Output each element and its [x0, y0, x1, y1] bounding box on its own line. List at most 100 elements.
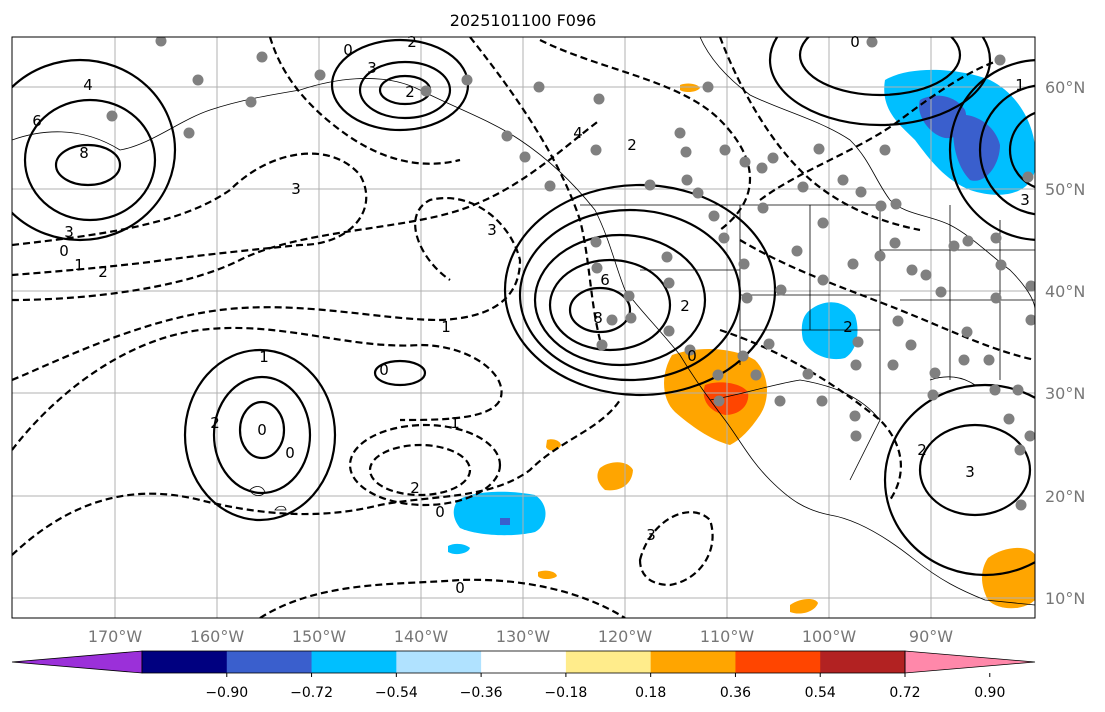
lon-tick-label: 120°W — [598, 627, 653, 646]
station-marker — [738, 258, 750, 270]
dashed-contour-1 — [12, 152, 368, 277]
station-marker — [756, 162, 768, 174]
station-marker — [692, 187, 704, 199]
station-marker — [155, 37, 167, 47]
contour-label: 4 — [573, 124, 583, 142]
strong-negative-anomaly-east — [953, 114, 1000, 181]
colorbar-segment — [481, 651, 567, 673]
lat-tick-label: 50°N — [1045, 180, 1085, 199]
station-marker — [590, 236, 602, 248]
colorbar-tick-label: −0.72 — [290, 685, 333, 701]
colorbar-segment — [565, 651, 652, 673]
contour-label: 1 — [259, 348, 269, 366]
station-marker — [593, 93, 605, 105]
station-marker — [879, 144, 891, 156]
lon-tick-label: 160°W — [190, 627, 245, 646]
station-marker — [684, 344, 696, 356]
contour-label: 2 — [405, 83, 415, 101]
colorbar-segment — [311, 651, 397, 673]
positive-anomaly-central-america — [982, 547, 1035, 609]
contour-label: 4 — [83, 76, 93, 94]
contour-label: 1 — [450, 414, 460, 432]
station-marker — [774, 395, 786, 407]
colorbar-tick-label: 0.90 — [974, 685, 1005, 701]
contour-label: 3 — [965, 463, 975, 481]
contours-solid — [12, 37, 1035, 577]
station-marker — [712, 369, 724, 381]
contour-west-low-3 — [54, 143, 122, 187]
station-marker — [644, 179, 656, 191]
contour-east-2 — [978, 84, 1035, 216]
lat-tick-label: 20°N — [1045, 487, 1085, 506]
station-marker — [183, 127, 195, 139]
dashed-contour-2 — [12, 119, 601, 302]
lon-tick-label: 140°W — [394, 627, 449, 646]
station-marker — [850, 430, 862, 442]
dashed-contour-14 — [759, 58, 1001, 201]
station-marker — [106, 110, 118, 122]
station-marker — [847, 258, 859, 270]
contour-north-1 — [768, 37, 992, 127]
contour-southeast-1 — [883, 383, 1035, 577]
contour-label: 0 — [455, 579, 465, 597]
contour-southeast-2 — [918, 423, 1032, 517]
station-marker — [906, 264, 918, 276]
lat-tick-label: 10°N — [1045, 589, 1085, 608]
station-marker — [817, 274, 829, 286]
contour-label: 0 — [435, 503, 445, 521]
longitude-tick-labels: 170°W 160°W 150°W 140°W 130°W 120°W 110°W 100°W… — [88, 627, 953, 646]
station-marker — [797, 181, 809, 193]
station-marker — [920, 269, 932, 281]
dashed-contour-8 — [259, 578, 626, 618]
colorbar — [11, 650, 1036, 674]
contour-west-low-1 — [12, 58, 177, 242]
station-marker — [591, 262, 603, 274]
contour-label: 2 — [627, 136, 637, 154]
contour-label: 0 — [343, 41, 353, 59]
station-marker — [813, 143, 825, 155]
contour-north-2 — [798, 37, 962, 97]
colorbar-tick-label: 0.72 — [889, 685, 920, 701]
station-marker — [855, 186, 867, 198]
contours-dashed — [12, 37, 1035, 618]
station-marker — [763, 338, 775, 350]
station-marker — [245, 96, 257, 108]
dashed-contour-3 — [12, 197, 522, 382]
station-marker — [816, 395, 828, 407]
colorbar-segment — [226, 651, 313, 673]
west-coastline — [12, 78, 1035, 606]
station-marker — [817, 217, 829, 229]
contour-label: 1 — [74, 256, 84, 274]
lon-tick-label: 170°W — [88, 627, 143, 646]
station-marker — [681, 174, 693, 186]
contour-label: 3 — [487, 221, 497, 239]
contour-label: 6 — [32, 112, 42, 130]
station-marker — [192, 74, 204, 86]
contour-label: 1 — [1015, 76, 1025, 94]
dashed-contour-5 — [12, 399, 621, 556]
station-marker — [802, 368, 814, 380]
dashed-contour-6 — [348, 423, 502, 507]
contour-label: 2 — [410, 479, 420, 497]
station-marker — [890, 198, 902, 210]
station-marker — [739, 156, 751, 168]
contour-label: 2 — [917, 441, 927, 459]
contour-label: 2 — [407, 33, 417, 51]
station-marker — [837, 174, 849, 186]
latitude-tick-labels: 60°N 50°N 40°N 30°N 20°N 10°N — [1045, 78, 1085, 608]
contour-small-loop — [373, 359, 427, 387]
station-marker — [596, 339, 608, 351]
station-marker — [461, 74, 473, 86]
contour-label: 2 — [210, 414, 220, 432]
contour-west-coast-3 — [533, 233, 707, 367]
station-marker — [680, 146, 692, 158]
station-marker — [674, 127, 686, 139]
colorbar-tick-label: −0.54 — [375, 685, 418, 701]
map-border — [11, 36, 1036, 619]
station-marker — [775, 284, 787, 296]
station-marker — [661, 251, 673, 263]
contour-west-coast-2 — [518, 208, 742, 382]
positive-anomaly-baja — [597, 462, 633, 491]
colorbar-tick-label: −0.36 — [460, 685, 503, 701]
